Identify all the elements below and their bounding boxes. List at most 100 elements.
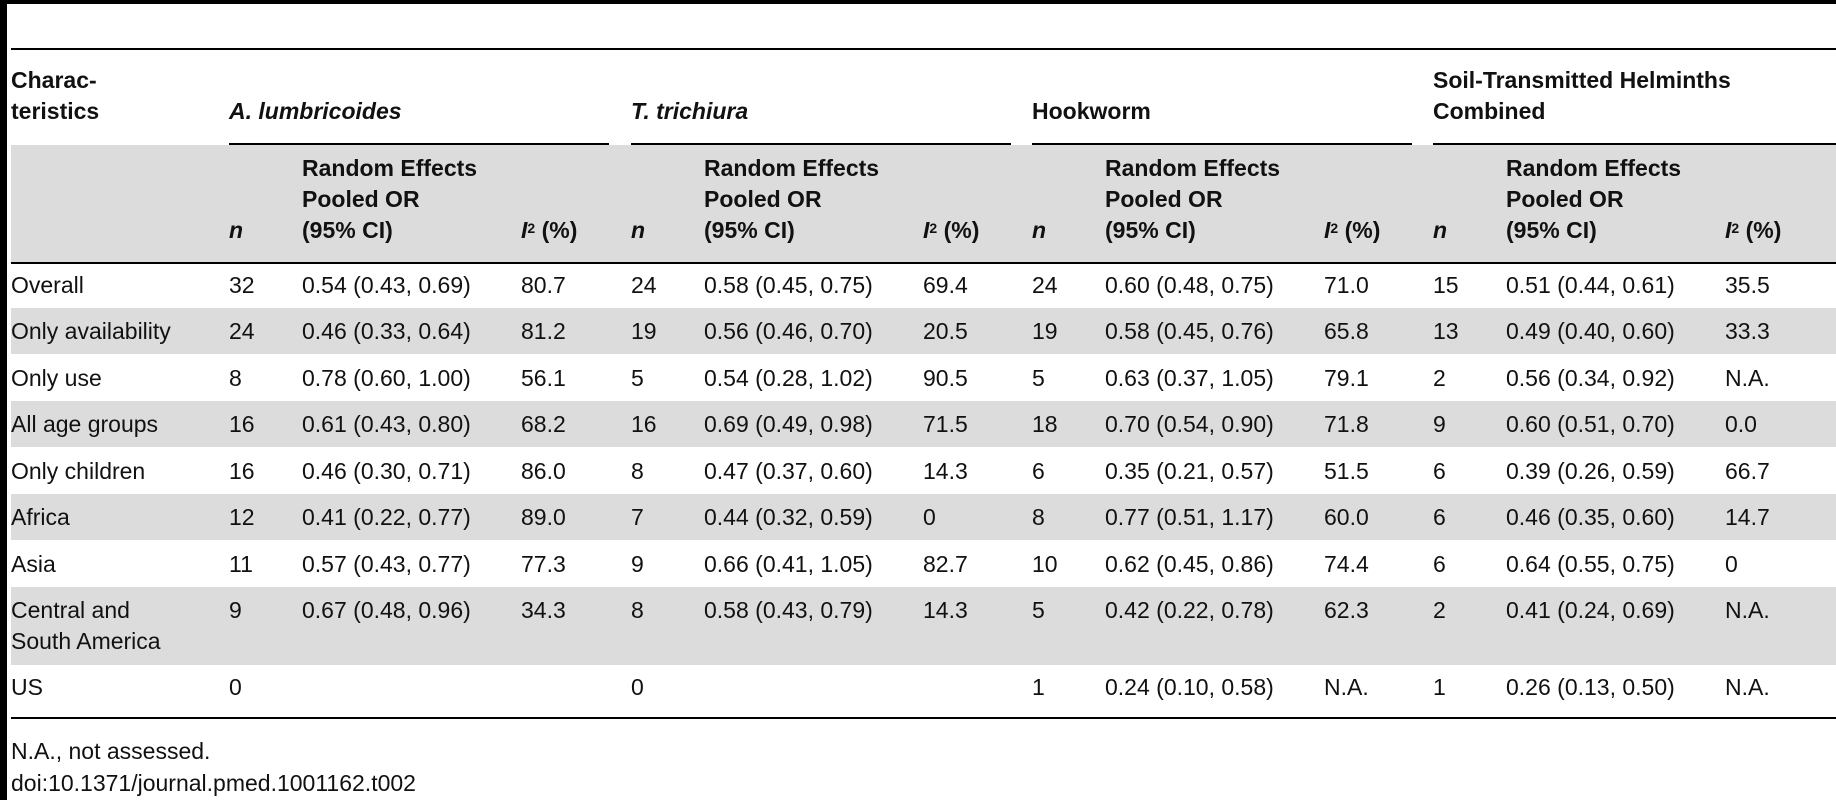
i-squared-cell: 0.0 (1725, 411, 1757, 437)
or-cell: 0.44 (0.32, 0.59) (704, 504, 873, 530)
n-cell: 6 (1433, 551, 1446, 577)
or-cell: 0.41 (0.22, 0.77) (302, 504, 471, 530)
i-squared-cell: 34.3 (521, 597, 566, 623)
n-cell: 8 (229, 365, 242, 391)
i-squared-cell: 60.0 (1324, 504, 1369, 530)
group-header: Soil-Transmitted Helminths Combined (1433, 67, 1731, 124)
n-cell: 24 (631, 272, 657, 298)
i-squared-superscript: 2 (527, 220, 536, 236)
group-header: Hookworm (1032, 98, 1151, 124)
i-squared-cell: 77.3 (521, 551, 566, 577)
row-label: Africa (11, 504, 70, 530)
i-squared-cell: 62.3 (1324, 597, 1369, 623)
n-cell: 5 (1032, 365, 1045, 391)
or-cell: 0.60 (0.48, 0.75) (1105, 272, 1274, 298)
or-cell: 0.39 (0.26, 0.59) (1506, 458, 1675, 484)
i-squared-cell: 79.1 (1324, 365, 1369, 391)
n-cell: 6 (1433, 458, 1446, 484)
or-cell: 0.56 (0.34, 0.92) (1506, 365, 1675, 391)
left-frame-border (0, 0, 7, 800)
i-squared-unit: (%) (535, 217, 578, 243)
n-cell: 5 (631, 365, 644, 391)
or-cell: 0.78 (0.60, 1.00) (302, 365, 471, 391)
i-squared-cell: 33.3 (1725, 318, 1770, 344)
or-column-header: Random Effects Pooled OR (95% CI) (302, 155, 478, 243)
i-squared-cell: 65.8 (1324, 318, 1369, 344)
n-cell: 9 (1433, 411, 1446, 437)
i-squared-cell: 14.3 (923, 458, 968, 484)
or-cell: 0.57 (0.43, 0.77) (302, 551, 471, 577)
i-squared-cell: 20.5 (923, 318, 968, 344)
or-cell: 0.46 (0.35, 0.60) (1506, 504, 1675, 530)
n-cell: 1 (1433, 674, 1446, 700)
i-squared-cell: 0 (1725, 551, 1738, 577)
i-squared-cell: 90.5 (923, 365, 968, 391)
group-underline (1032, 143, 1412, 145)
group-underline (1433, 143, 1836, 145)
or-cell: 0.49 (0.40, 0.60) (1506, 318, 1675, 344)
or-column-header: Random Effects Pooled OR (95% CI) (704, 155, 880, 243)
or-cell: 0.61 (0.43, 0.80) (302, 411, 471, 437)
n-cell: 32 (229, 272, 255, 298)
or-cell: 0.35 (0.21, 0.57) (1105, 458, 1274, 484)
i-squared-cell: 80.7 (521, 272, 566, 298)
i-squared-superscript: 2 (929, 220, 938, 236)
or-cell: 0.42 (0.22, 0.78) (1105, 597, 1274, 623)
row-label: Overall (11, 272, 84, 298)
i-squared-column-header: I2 (%) (1725, 215, 1781, 246)
n-cell: 10 (1032, 551, 1058, 577)
i-squared-unit: (%) (1338, 217, 1381, 243)
n-cell: 0 (229, 674, 242, 700)
i-squared-cell: 71.8 (1324, 411, 1369, 437)
or-cell: 0.46 (0.33, 0.64) (302, 318, 471, 344)
i-squared-cell: N.A. (1725, 597, 1770, 623)
i-squared-superscript: 2 (1330, 220, 1339, 236)
row-band (11, 494, 1836, 540)
n-cell: 13 (1433, 318, 1459, 344)
n-cell: 1 (1032, 674, 1045, 700)
n-cell: 6 (1032, 458, 1045, 484)
n-cell: 16 (631, 411, 657, 437)
or-cell: 0.46 (0.30, 0.71) (302, 458, 471, 484)
or-cell: 0.54 (0.43, 0.69) (302, 272, 471, 298)
i-squared-cell: 82.7 (923, 551, 968, 577)
n-cell: 19 (631, 318, 657, 344)
or-cell: 0.41 (0.24, 0.69) (1506, 597, 1675, 623)
n-cell: 2 (1433, 365, 1446, 391)
i-squared-column-header: I2 (%) (923, 215, 979, 246)
row-label: Central and South America (11, 597, 161, 654)
group-underline (631, 143, 1011, 145)
n-cell: 16 (229, 411, 255, 437)
row-label: Only use (11, 365, 102, 391)
i-squared-letter: I (1725, 217, 1732, 243)
row-label: Only availability (11, 318, 171, 344)
i-squared-letter: I (521, 217, 528, 243)
table-top-rule (11, 48, 1836, 50)
or-cell: 0.62 (0.45, 0.86) (1105, 551, 1274, 577)
group-underline (229, 143, 609, 145)
n-cell: 18 (1032, 411, 1058, 437)
i-squared-cell: 66.7 (1725, 458, 1770, 484)
n-column-header: n (229, 217, 244, 243)
n-cell: 16 (229, 458, 255, 484)
i-squared-cell: 14.3 (923, 597, 968, 623)
i-squared-cell: 35.5 (1725, 272, 1770, 298)
n-cell: 24 (1032, 272, 1058, 298)
or-cell: 0.58 (0.43, 0.79) (704, 597, 873, 623)
or-cell: 0.56 (0.46, 0.70) (704, 318, 873, 344)
row-label: All age groups (11, 411, 159, 437)
i-squared-cell: 14.7 (1725, 504, 1770, 530)
n-cell: 19 (1032, 318, 1058, 344)
i-squared-letter: I (923, 217, 930, 243)
i-squared-superscript: 2 (1731, 220, 1740, 236)
subheader-band (11, 145, 1836, 262)
i-squared-cell: N.A. (1725, 674, 1770, 700)
i-squared-cell: 68.2 (521, 411, 566, 437)
or-cell: 0.24 (0.10, 0.58) (1105, 674, 1274, 700)
row-band (11, 401, 1836, 447)
i-squared-cell: 89.0 (521, 504, 566, 530)
i-squared-unit: (%) (1739, 217, 1782, 243)
or-cell: 0.67 (0.48, 0.96) (302, 597, 471, 623)
n-cell: 12 (229, 504, 255, 530)
n-cell: 9 (229, 597, 242, 623)
